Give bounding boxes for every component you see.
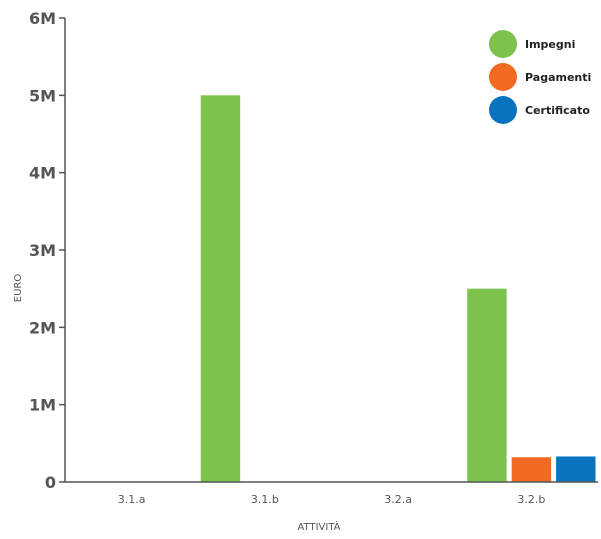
y-axis-ticks: 0 1M 2M 3M 4M 5M 6M [29,9,65,492]
legend-swatch [489,63,517,91]
bars-layer [200,95,596,482]
bar-certificato [556,456,596,482]
bar-impegni [200,95,241,482]
y-tick-label: 4M [29,164,56,183]
x-tick-label: 3.2.b [517,493,545,506]
y-tick-label: 3M [29,241,56,260]
y-axis-title: EURO [13,274,24,303]
legend-swatch [489,30,517,58]
x-tick-label: 3.2.a [384,493,412,506]
legend-label: Certificato [525,104,590,117]
x-axis-title: ATTIVITÀ [297,520,340,533]
legend-label: Pagamenti [525,71,591,84]
x-tick-label: 3.1.b [251,493,279,506]
x-axis-ticks: 3.1.a 3.1.b 3.2.a 3.2.b [118,493,546,506]
legend-swatch [489,96,517,124]
x-tick-label: 3.1.a [118,493,146,506]
y-tick-label: 1M [29,396,56,415]
legend: Impegni Pagamenti Certificato [489,30,591,124]
bar-impegni [467,288,507,482]
y-tick-label: 6M [29,9,56,28]
y-tick-label: 2M [29,318,56,337]
y-tick-label: 5M [29,86,56,105]
bar-pagamenti [511,457,552,482]
legend-label: Impegni [525,38,575,51]
y-tick-label: 0 [45,473,56,492]
